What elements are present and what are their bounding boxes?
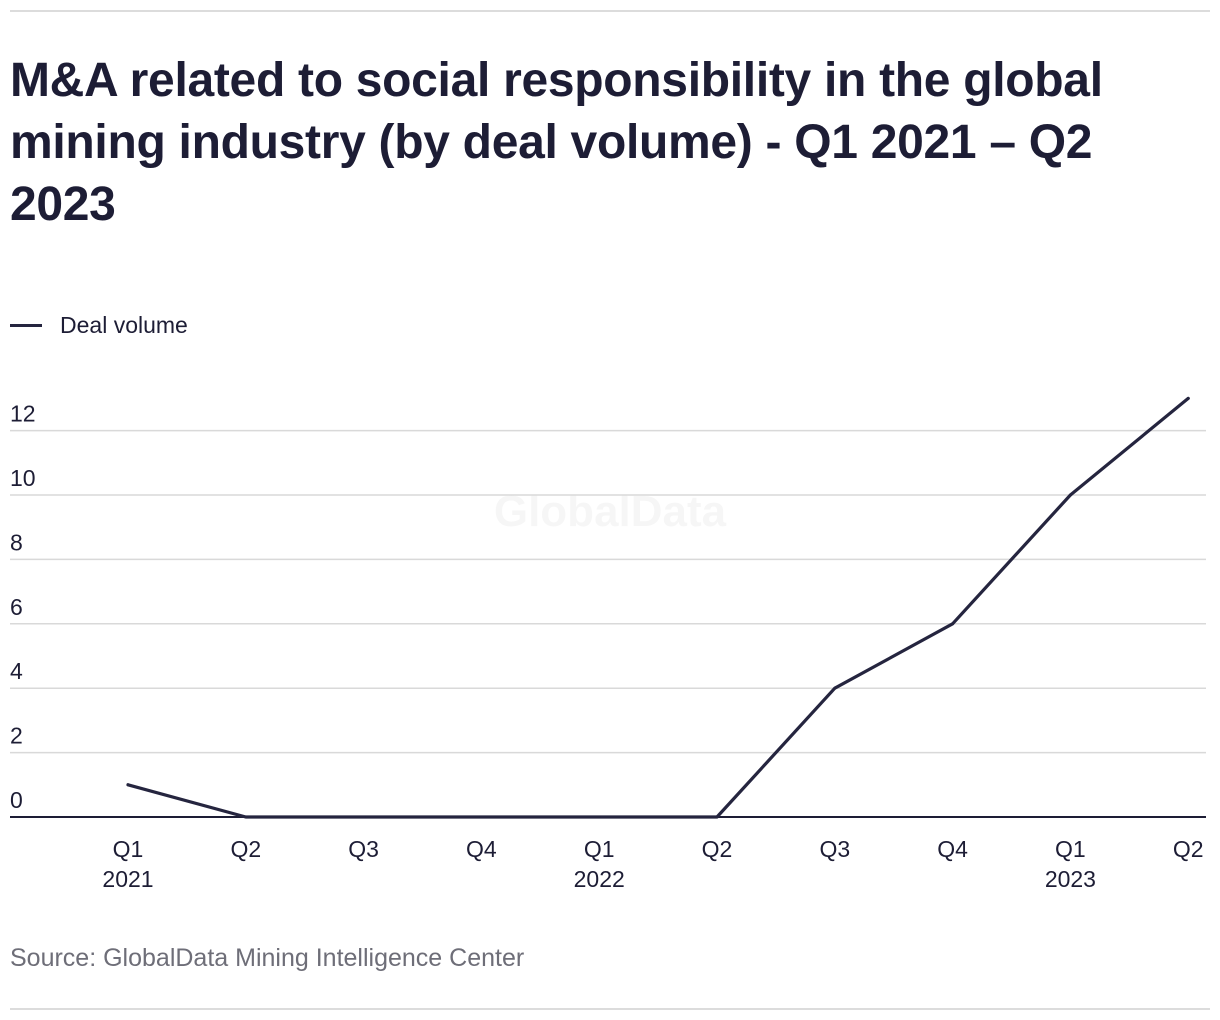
x-tick-label: Q2 [230, 836, 261, 862]
data-point [833, 686, 837, 690]
data-point [951, 622, 955, 626]
x-tick-label: Q3 [819, 836, 850, 862]
data-point [362, 815, 366, 819]
x-tick-label: Q2 [702, 836, 733, 862]
x-tick-label: Q4 [937, 836, 968, 862]
x-tick-year-label: 2021 [102, 866, 153, 892]
y-tick-label: 8 [10, 529, 23, 555]
x-tick-label: Q2 [1173, 836, 1204, 862]
data-point [479, 815, 483, 819]
top-divider [10, 10, 1210, 12]
x-tick-label: Q1 [113, 836, 144, 862]
data-point [126, 783, 130, 787]
y-tick-label: 10 [10, 465, 36, 491]
y-tick-label: 4 [10, 658, 23, 684]
x-tick-label: Q1 [584, 836, 615, 862]
legend: Deal volume [10, 312, 188, 339]
y-tick-label: 12 [10, 401, 36, 427]
data-point [1186, 396, 1190, 400]
x-tick-label: Q1 [1055, 836, 1086, 862]
data-point [715, 815, 719, 819]
x-tick-year-label: 2023 [1045, 866, 1096, 892]
source-note: Source: GlobalData Mining Intelligence C… [10, 944, 525, 972]
bottom-divider [10, 1008, 1210, 1010]
y-tick-label: 6 [10, 594, 23, 620]
data-point [244, 815, 248, 819]
legend-swatch-deal-volume [10, 324, 42, 327]
y-tick-label: 2 [10, 723, 23, 749]
x-tick-label: Q3 [348, 836, 379, 862]
x-tick-year-label: 2022 [574, 866, 625, 892]
data-point [1068, 493, 1072, 497]
series-line-deal-volume [126, 396, 1190, 819]
data-point [597, 815, 601, 819]
chart-title: M&A related to social responsibility in … [10, 54, 1103, 231]
y-tick-label: 0 [10, 787, 23, 813]
legend-label-deal-volume: Deal volume [60, 312, 188, 338]
x-tick-label: Q4 [466, 836, 497, 862]
